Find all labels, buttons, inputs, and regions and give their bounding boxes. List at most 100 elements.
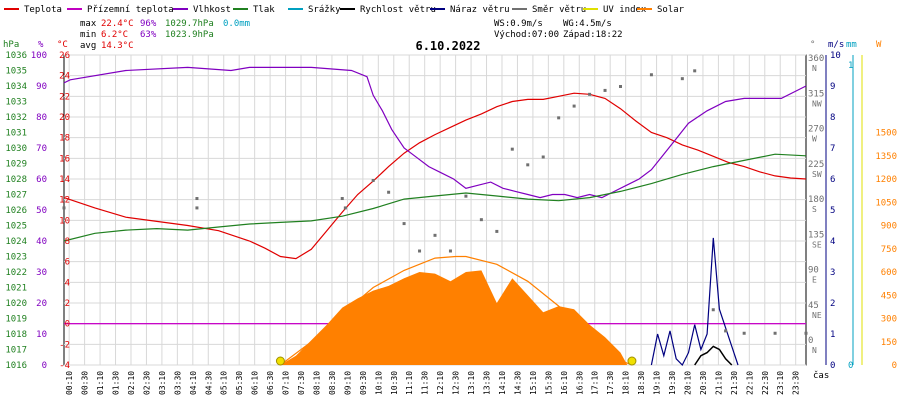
unit-pct: % — [38, 40, 44, 50]
time-tick-label: 09:30 — [359, 371, 368, 395]
solar-theoretical-curve — [280, 255, 633, 366]
wind-speed-tick-label: 9 — [830, 82, 835, 92]
legend-label: Směr větru — [532, 5, 586, 15]
chart-axes: 1016101710181019102010211022102310241025… — [5, 51, 897, 395]
time-tick-label: 18:30 — [637, 371, 646, 395]
pressure-tick-label: 1018 — [5, 330, 27, 340]
wind-direction-point — [526, 163, 530, 167]
axis-units: hPa % °C ° m/s mm W čas — [3, 40, 882, 381]
series-tlak — [63, 153, 807, 242]
wind-direction-point — [510, 147, 514, 151]
temperature-tick-label: 8 — [65, 237, 70, 247]
wind-direction-point — [387, 190, 391, 194]
time-tick-label: 11:30 — [421, 371, 430, 395]
rain-tick-label: 1 — [848, 61, 853, 71]
solar-tick-label: 900 — [881, 222, 897, 232]
solar-tick-label: 450 — [881, 291, 897, 301]
time-tick-label: 13:10 — [467, 371, 476, 395]
pressure-tick-label: 1026 — [5, 206, 27, 216]
temperature-tick-label: 26 — [59, 51, 70, 61]
solar-area — [280, 270, 628, 365]
wind-direction-tick-label: 0 — [808, 336, 813, 346]
stat-max-rain: 0.0mm — [223, 19, 250, 29]
wind-direction-tick-label: 315 — [808, 89, 824, 99]
chart-marks — [62, 66, 808, 367]
humidity-tick-label: 40 — [36, 237, 47, 247]
wind-direction-compass-label: NE — [812, 311, 822, 320]
humidity-tick-label: 30 — [36, 268, 47, 278]
pressure-tick-label: 1034 — [5, 82, 27, 92]
wind-direction-point — [557, 116, 561, 120]
humidity-tick-label: 70 — [36, 144, 47, 154]
wind-direction-tick-label: 270 — [808, 125, 824, 135]
solar-tick-label: 0 — [892, 361, 897, 371]
wind-direction-point — [724, 329, 728, 333]
unit-degc: °C — [57, 40, 68, 50]
time-tick-label: 00:10 — [65, 371, 74, 395]
wind-direction-point — [479, 218, 483, 222]
temperature-tick-label: 2 — [65, 299, 70, 309]
wind-direction-tick-label: 135 — [808, 230, 824, 240]
wind-speed-tick-label: 0 — [830, 361, 835, 371]
time-tick-label: 17:10 — [591, 371, 600, 395]
stat-max-temp: 22.4°C — [101, 19, 134, 29]
sunset-marker — [627, 356, 637, 366]
time-tick-label: 07:10 — [282, 371, 291, 395]
time-tick-label: 05:30 — [235, 371, 244, 395]
wind-direction-compass-label: NW — [812, 99, 822, 108]
stats-panel: max 22.4°C 96% 1029.7hPa 0.0mm min 6.2°C… — [80, 19, 623, 51]
time-tick-label: 23:30 — [792, 371, 801, 395]
time-tick-label: 19:30 — [668, 371, 677, 395]
time-tick-label: 06:10 — [251, 371, 260, 395]
series-vlhkost — [63, 66, 807, 199]
pressure-tick-label: 1029 — [5, 160, 27, 170]
wind-direction-compass-label: W — [812, 135, 817, 144]
wind-direction-point — [711, 308, 715, 312]
solar-tick-label: 300 — [881, 315, 897, 325]
stat-max-hum: 96% — [140, 19, 157, 29]
wind-direction-point — [433, 233, 437, 237]
pressure-tick-label: 1020 — [5, 299, 27, 309]
wind-direction-tick-label: 180 — [808, 195, 824, 205]
time-tick-label: 01:30 — [112, 371, 121, 395]
temperature-tick-label: -2 — [59, 340, 70, 350]
solar-tick-label: 150 — [881, 338, 897, 348]
time-tick-label: 00:30 — [81, 371, 90, 395]
wind-speed-tick-label: 1 — [830, 330, 835, 340]
pressure-tick-label: 1019 — [5, 315, 27, 325]
series-n-raz-v-tru — [650, 237, 739, 367]
humidity-tick-label: 10 — [36, 330, 47, 340]
pressure-tick-label: 1024 — [5, 237, 27, 247]
wind-direction-point — [495, 229, 499, 233]
temperature-tick-label: 6 — [65, 258, 70, 268]
legend-label: Srážky — [308, 5, 341, 15]
wind-direction-point — [343, 206, 347, 210]
temperature-tick-label: 10 — [59, 216, 70, 226]
legend-label: Tlak — [253, 5, 275, 15]
pressure-tick-label: 1025 — [5, 222, 27, 232]
wind-direction-compass-label: E — [812, 276, 817, 285]
wind-direction-tick-label: 225 — [808, 160, 824, 170]
rain-tick-label: 0 — [848, 361, 853, 371]
wind-direction-point — [418, 249, 422, 253]
time-tick-label: 21:30 — [730, 371, 739, 395]
wind-direction-point — [649, 73, 653, 77]
wind-direction-point — [195, 197, 199, 201]
legend-label: Přízemní teplota — [87, 5, 174, 15]
time-tick-label: 04:10 — [189, 371, 198, 395]
unit-w: W — [876, 40, 882, 50]
pressure-tick-label: 1033 — [5, 98, 27, 108]
humidity-tick-label: 90 — [36, 82, 47, 92]
stat-min-hum: 63% — [140, 30, 157, 40]
time-tick-label: 08:30 — [328, 371, 337, 395]
time-tick-label: 02:30 — [142, 371, 151, 395]
temperature-tick-label: 20 — [59, 113, 70, 123]
legend-label: Náraz větru — [450, 5, 510, 15]
pressure-tick-label: 1016 — [5, 361, 27, 371]
time-tick-label: 14:30 — [513, 371, 522, 395]
time-tick-label: 05:10 — [220, 371, 229, 395]
solar-tick-label: 1050 — [875, 198, 897, 208]
pressure-tick-label: 1017 — [5, 346, 27, 356]
unit-time: čas — [813, 370, 829, 381]
time-tick-label: 15:30 — [544, 371, 553, 395]
